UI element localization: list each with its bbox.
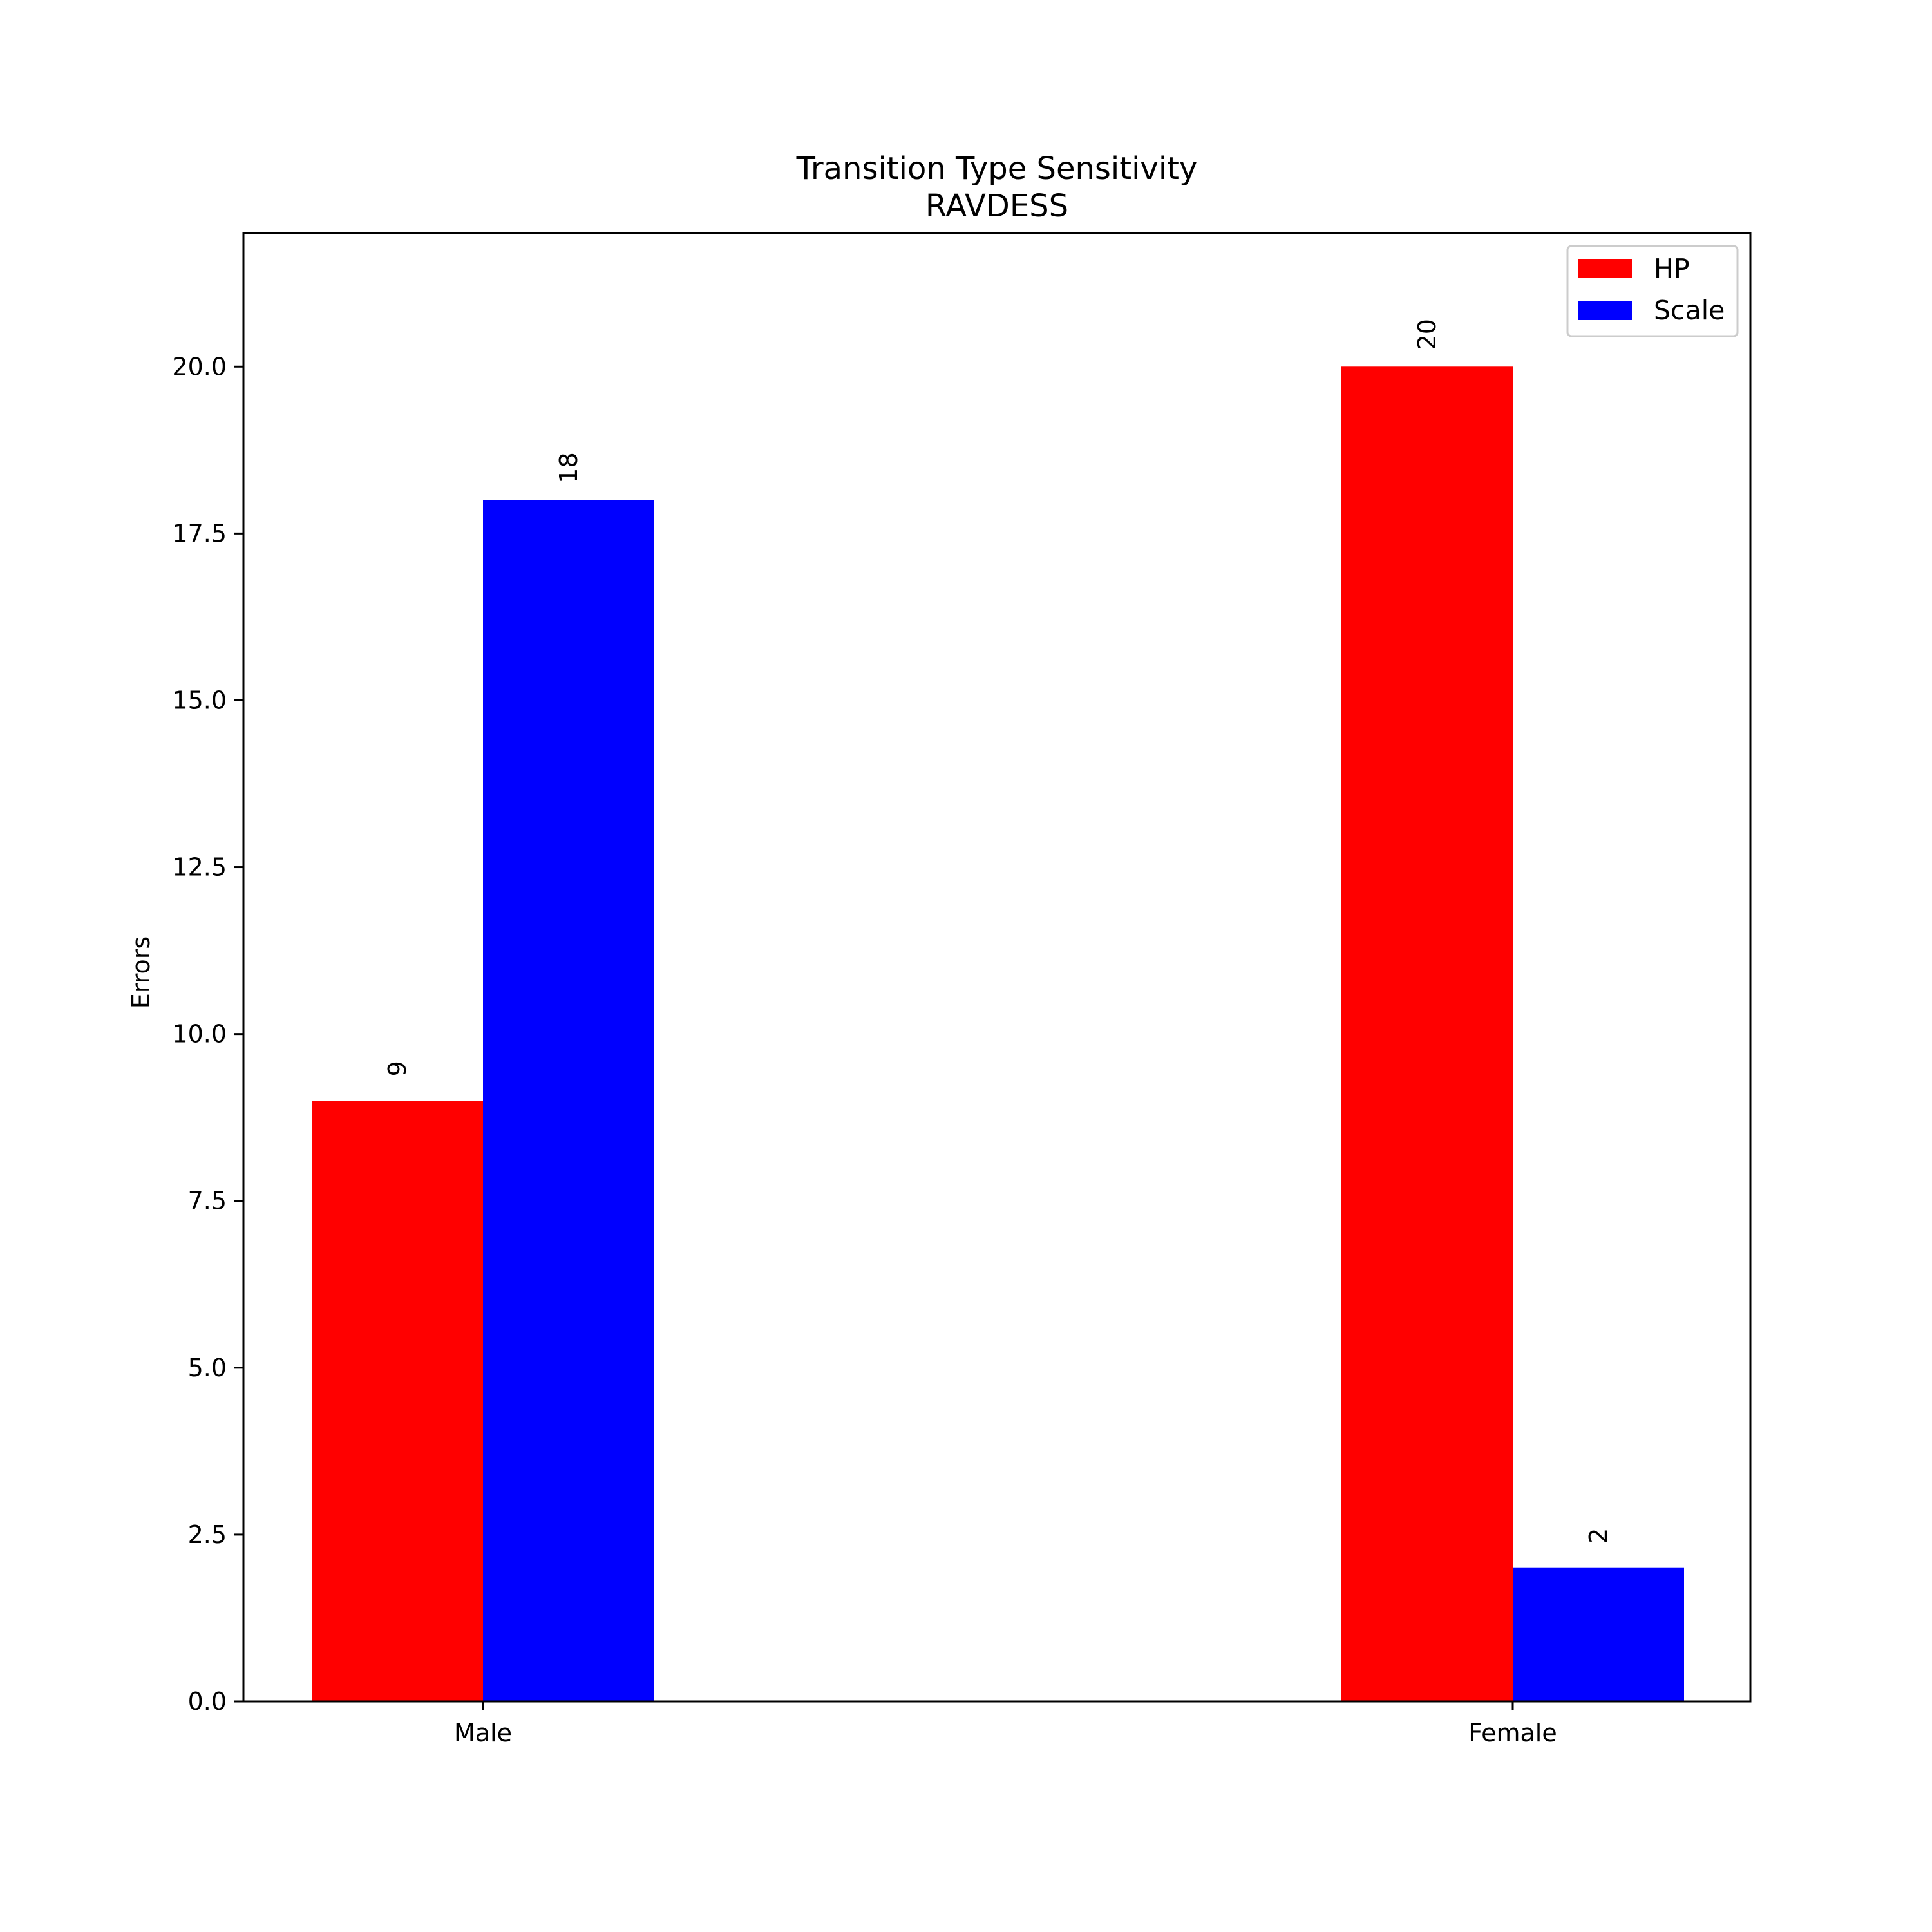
- bar-hp-male: [312, 1101, 483, 1701]
- y-tick-label: 20.0: [172, 352, 227, 381]
- y-tick-label: 10.0: [172, 1020, 227, 1048]
- bar-hp-female: [1341, 366, 1513, 1701]
- data-label-scale-male: 18: [554, 452, 583, 483]
- x-axis-ticks: Male Female: [454, 1701, 1557, 1747]
- chart-title: Transition Type Sensitivity: [796, 151, 1198, 187]
- data-label-hp-male: 9: [383, 1061, 412, 1076]
- y-axis-ticks: 0.0 2.5 5.0 7.5 10.0 12.5 15.0 17.5 20.0: [172, 352, 243, 1716]
- bars-group: [312, 366, 1684, 1702]
- y-tick-label: 12.5: [172, 853, 227, 882]
- legend-swatch-scale: [1578, 301, 1632, 320]
- legend-label-scale: Scale: [1654, 295, 1725, 326]
- y-tick-label: 2.5: [188, 1520, 227, 1549]
- y-tick-label: 15.0: [172, 686, 227, 714]
- y-tick-label: 7.5: [188, 1187, 227, 1215]
- bar-scale-female: [1513, 1567, 1684, 1701]
- y-tick-label: 0.0: [188, 1687, 227, 1716]
- legend-label-hp: HP: [1654, 253, 1690, 284]
- x-tick-label: Male: [454, 1719, 512, 1747]
- legend: HP Scale: [1566, 245, 1739, 337]
- y-axis-label: Errors: [127, 936, 155, 1009]
- x-tick-label: Female: [1468, 1719, 1557, 1747]
- y-tick-label: 17.5: [172, 519, 227, 547]
- data-label-scale-female: 2: [1584, 1528, 1613, 1544]
- legend-swatch-hp: [1578, 259, 1632, 278]
- y-tick-label: 5.0: [188, 1354, 227, 1382]
- data-label-hp-female: 20: [1413, 319, 1441, 350]
- plot-area-frame: [242, 232, 1752, 1703]
- bar-scale-male: [483, 500, 654, 1702]
- chart-subtitle: RAVDESS: [925, 188, 1068, 224]
- data-labels-group: 9 20 18 2: [383, 319, 1613, 1544]
